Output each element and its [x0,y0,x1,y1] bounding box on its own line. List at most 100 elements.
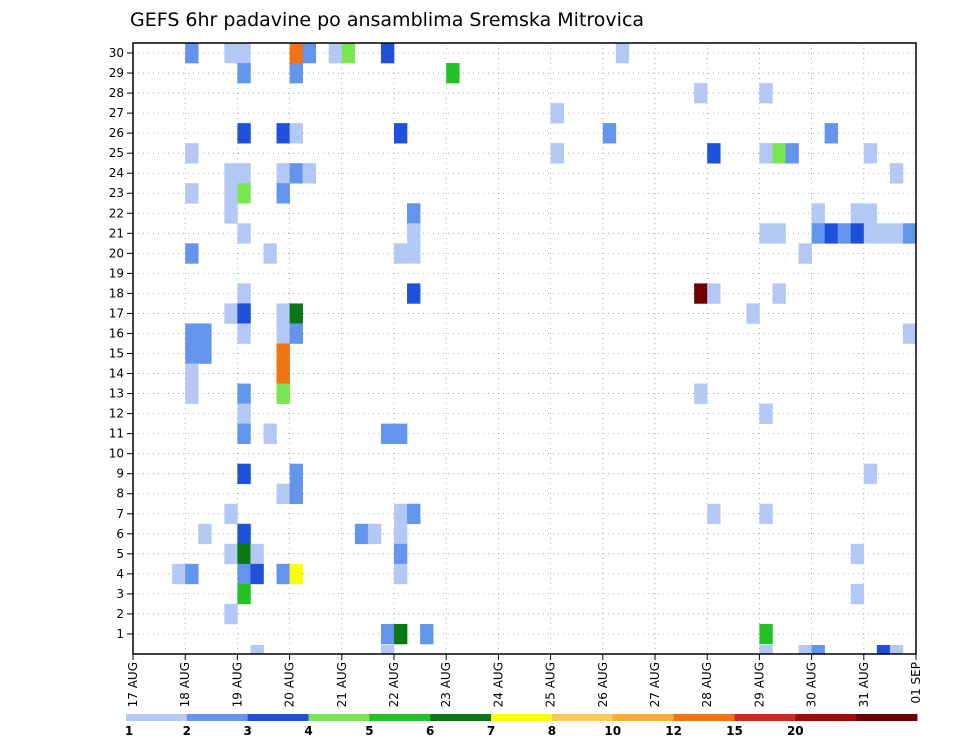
precip-cell [902,323,917,344]
precipitation-cells [172,43,917,655]
precip-cell [394,503,408,525]
precip-cell [237,583,251,605]
y-tick-label: 1 [116,627,124,641]
precip-cell [850,223,865,244]
precip-cell [224,163,238,184]
precip-cell [172,563,186,585]
x-tick-label: 28 AUG [700,662,714,707]
colorbar-label: 8 [548,724,556,738]
colorbar-label: 3 [244,724,252,738]
precip-cell [185,243,199,264]
precip-cell [276,383,290,404]
precip-cell [889,223,904,244]
precip-cell [863,203,878,224]
precip-cell [289,63,303,84]
precip-cell [367,523,382,545]
colorbar-swatch [247,714,309,721]
x-tick-label: 22 AUG [387,662,401,707]
precip-cell [289,163,303,184]
precip-cell [602,123,617,144]
x-tick-label: 25 AUG [544,662,558,707]
precip-cell [354,523,369,545]
colorbar-swatch [369,714,431,721]
precip-cell [276,303,290,324]
precip-cell [237,303,251,324]
precip-cell [276,323,290,344]
y-tick-label: 3 [116,587,124,601]
precip-cell [224,303,238,324]
y-tick-label: 19 [109,266,124,280]
colorbar-swatch [612,714,675,721]
precip-cell [276,183,290,204]
precip-cell [250,543,264,565]
x-tick-label: 29 AUG [752,662,766,707]
y-tick-label: 14 [109,367,124,381]
y-tick-label: 22 [109,206,124,220]
precip-cell [746,303,760,324]
precip-cell [785,143,799,164]
x-axis-ticks: 17 AUG 18 AUG 19 AUG 20 AUG 21 AUG 22 AUG 23 A… [126,654,923,707]
y-tick-label: 27 [109,106,124,120]
precip-cell [224,543,238,565]
y-tick-label: 17 [109,306,124,320]
precip-cell [407,503,421,525]
precip-cell [863,223,878,244]
y-tick-label: 5 [116,547,124,561]
precip-cell [237,383,251,404]
colorbar-label: 12 [665,724,682,738]
precip-cell [811,223,825,244]
precip-cell [798,243,812,264]
colorbar-swatch [551,714,614,721]
precip-cell [237,523,251,545]
precip-cell [237,563,251,585]
chart-title: GEFS 6hr padavine po ansamblima Sremska … [130,9,644,31]
precip-cell [550,143,564,164]
y-tick-label: 25 [109,146,124,160]
precip-cell [302,43,316,64]
y-tick-label: 15 [109,347,124,361]
precip-cell [772,143,786,164]
precip-cell [185,323,199,344]
y-axis-ticks: 1234567891011121314151617181920212223242… [109,46,133,641]
precip-cell [263,423,277,444]
y-tick-label: 13 [109,387,124,401]
precip-cell [824,123,838,144]
y-tick-label: 18 [109,286,124,300]
precip-cell [276,363,290,384]
y-tick-label: 24 [109,166,124,180]
x-tick-label: 21 AUG [335,662,349,707]
colorbar-label: 4 [304,724,312,738]
colorbar-swatch [734,714,796,721]
x-tick-label: 01 SEP [909,662,923,704]
precip-cell [289,483,303,505]
precip-cell [263,243,277,264]
precip-cell [289,563,303,585]
y-tick-label: 2 [116,607,124,621]
colorbar-label: 10 [604,724,621,738]
precip-cell [707,283,721,304]
precip-cell [902,223,917,244]
precip-cell [237,43,251,64]
precip-cell [237,223,251,244]
colorbar-label: 20 [787,724,804,738]
precip-cell [302,163,316,184]
x-tick-label: 31 AUG [857,662,871,707]
y-tick-label: 10 [109,447,124,461]
precip-cell [276,343,290,364]
colorbar-label: 1 [125,724,133,738]
precip-cell [876,644,891,655]
precip-cell [185,143,199,164]
colorbar-swatch [186,714,249,721]
x-tick-label: 26 AUG [596,662,610,707]
x-tick-label: 24 AUG [491,662,505,707]
colorbar-swatch [856,714,918,721]
precip-cell [224,603,238,625]
precip-cell [889,644,904,655]
y-tick-label: 7 [116,507,124,521]
precip-cell [615,43,630,64]
precip-cell [446,63,460,84]
colorbar-swatch [673,714,735,721]
precip-cell [380,623,395,645]
x-tick-label: 19 AUG [230,662,244,707]
colorbar-label: 6 [426,724,434,738]
